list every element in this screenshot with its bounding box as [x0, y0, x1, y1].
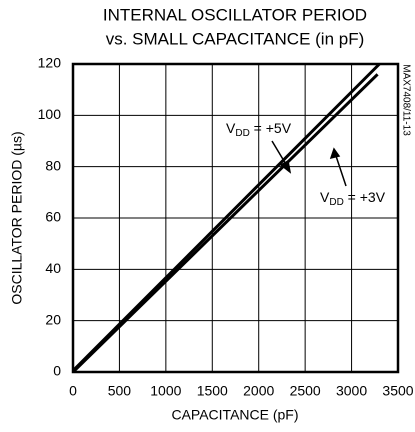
line: [71, 73, 379, 374]
chart-title: INTERNAL OSCILLATOR PERIOD: [103, 5, 367, 24]
arrow: [329, 147, 347, 187]
y-tick-label: 60: [45, 209, 61, 225]
plot-frame: [71, 62, 400, 374]
y-tick-label: 120: [38, 55, 62, 71]
y-tick-label: 0: [53, 363, 61, 379]
x-axis-label: CAPACITANCE (pF): [171, 407, 298, 423]
x-tick-label: 0: [69, 383, 77, 399]
y-tick-label: 100: [38, 106, 62, 122]
annotation: VDD = +3V: [320, 189, 386, 208]
x-tick-label: 2500: [290, 383, 321, 399]
x-tick-label: 1000: [150, 383, 181, 399]
y-tick-label: 40: [45, 260, 61, 276]
chart-title: vs. SMALL CAPACITANCE (in pF): [106, 29, 365, 48]
x-tick-label: 2000: [243, 383, 274, 399]
y-axis-label: OSCILLATOR PERIOD (µs): [9, 131, 25, 304]
x-tick-label: 1500: [197, 383, 228, 399]
x-tick-label: 3500: [382, 383, 413, 399]
x-tick-label: 500: [108, 383, 132, 399]
x-tick-label: 3000: [336, 383, 367, 399]
line: [71, 62, 381, 372]
annotation: VDD = +5V: [226, 120, 292, 139]
side-note: MAX7408/11-13: [400, 64, 411, 136]
y-tick-label: 80: [45, 157, 61, 173]
y-tick-label: 20: [45, 311, 61, 327]
